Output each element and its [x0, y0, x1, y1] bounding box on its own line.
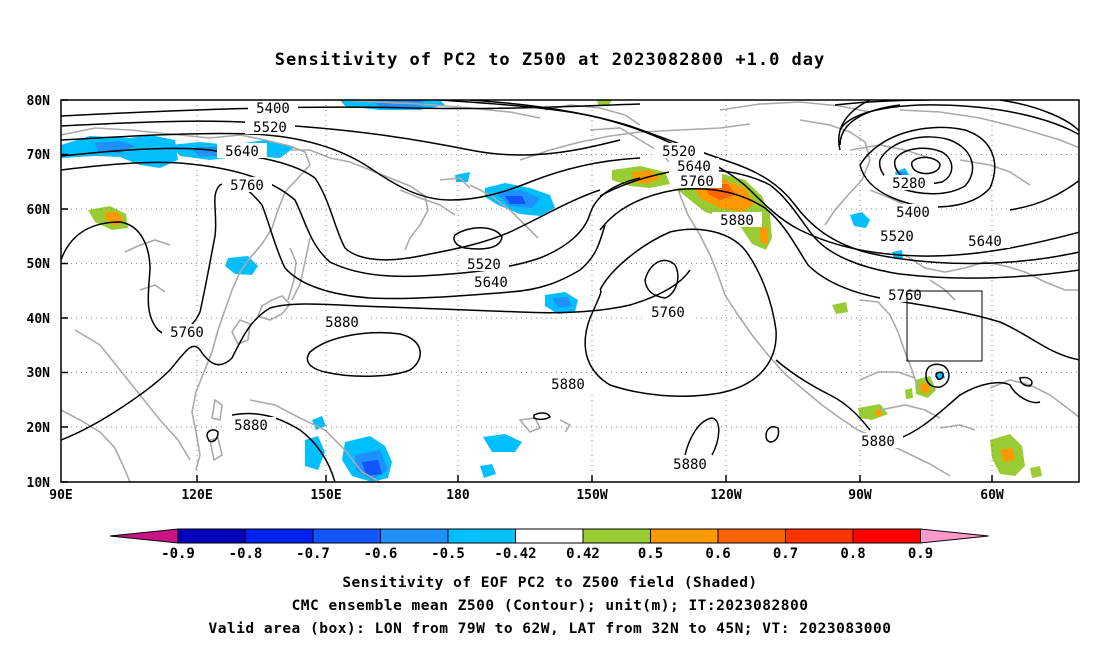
svg-text:5880: 5880: [673, 457, 707, 473]
map-frame: [60, 99, 1080, 483]
caption-line-1: Sensitivity of EOF PC2 to Z500 field (Sh…: [342, 575, 758, 591]
contour-label: 5760: [162, 324, 212, 341]
svg-text:5520: 5520: [253, 120, 287, 136]
contour-label: 5880: [665, 456, 715, 473]
contour-label: 5760: [222, 177, 272, 194]
contour-label: 5640: [960, 233, 1010, 250]
lon-label: 150W: [576, 488, 607, 503]
contour-label: 5880: [317, 314, 367, 331]
caption-line-3: Valid area (box): LON from 79W to 62W, L…: [208, 621, 892, 637]
lon-label: 90W: [848, 488, 872, 503]
svg-text:5640: 5640: [968, 234, 1002, 250]
svg-text:5640: 5640: [677, 159, 711, 175]
svg-text:5520: 5520: [880, 229, 914, 245]
contour-label: 5400: [888, 204, 938, 221]
lat-label: 60N: [27, 203, 51, 218]
svg-text:5880: 5880: [720, 213, 754, 229]
contour-label: 5640: [217, 143, 267, 160]
valid-area-box: [906, 290, 983, 362]
z500-contours: [61, 100, 1079, 482]
lon-label: 120W: [710, 488, 741, 503]
axis-ticks: [61, 99, 993, 483]
contour-label: 5760: [672, 173, 722, 190]
lon-label: 150E: [310, 488, 341, 503]
svg-text:5520: 5520: [662, 144, 696, 160]
caption-line-2: CMC ensemble mean Z500 (Contour); unit(m…: [291, 598, 809, 614]
latitude-labels: 80N 70N 60N 50N 40N 30N 20N 10N: [27, 94, 51, 491]
lat-label: 80N: [27, 94, 51, 109]
svg-text:5280: 5280: [892, 176, 926, 192]
svg-text:5880: 5880: [325, 315, 359, 331]
contour-label: 5880: [712, 212, 762, 229]
lon-label: 60W: [980, 488, 1004, 503]
svg-text:5760: 5760: [651, 305, 685, 321]
contour-label: 5880: [853, 433, 903, 450]
lon-label: 180: [446, 488, 470, 503]
contour-label: 5880: [543, 376, 593, 393]
contour-label: 5280: [884, 175, 934, 192]
lat-label: 50N: [27, 257, 51, 272]
lat-label: 70N: [27, 148, 51, 163]
contour-label: 5520: [654, 143, 704, 160]
svg-text:5760: 5760: [230, 178, 264, 194]
svg-text:5760: 5760: [170, 325, 204, 341]
lat-label: 30N: [27, 366, 51, 381]
svg-text:5880: 5880: [551, 377, 585, 393]
contour-label: 5640: [466, 274, 516, 291]
contour-label: 5400: [248, 100, 298, 117]
contour-label: 5880: [226, 417, 276, 434]
contour-label: 5520: [245, 119, 295, 136]
contour-label: 5760: [643, 304, 693, 321]
contour-label: 5760: [880, 287, 930, 304]
svg-text:5400: 5400: [256, 101, 290, 117]
svg-text:5640: 5640: [474, 275, 508, 291]
chart-title: Sensitivity of PC2 to Z500 at 2023082800…: [274, 50, 826, 70]
svg-text:5640: 5640: [225, 144, 259, 160]
negative-shading: [61, 100, 945, 482]
svg-text:5760: 5760: [888, 288, 922, 304]
lat-label: 10N: [27, 476, 51, 491]
lon-label: 120E: [181, 488, 212, 503]
contour-label: 5520: [459, 256, 509, 273]
lon-label: 90E: [49, 488, 72, 503]
longitude-labels: 90E 120E 150E 180 150W 120W 90W 60W: [49, 488, 1004, 503]
contour-label: 5520: [872, 228, 922, 245]
svg-text:5400: 5400: [896, 205, 930, 221]
svg-text:5880: 5880: [234, 418, 268, 434]
svg-text:5520: 5520: [467, 257, 501, 273]
lat-label: 40N: [27, 312, 51, 327]
svg-text:5880: 5880: [861, 434, 895, 450]
svg-text:5760: 5760: [680, 174, 714, 190]
contour-label-layer: 5400 5520 5640 5760 5520 5640 5760 5880 …: [162, 100, 1010, 473]
contour-label: 5640: [669, 158, 719, 175]
lat-label: 20N: [27, 421, 51, 436]
